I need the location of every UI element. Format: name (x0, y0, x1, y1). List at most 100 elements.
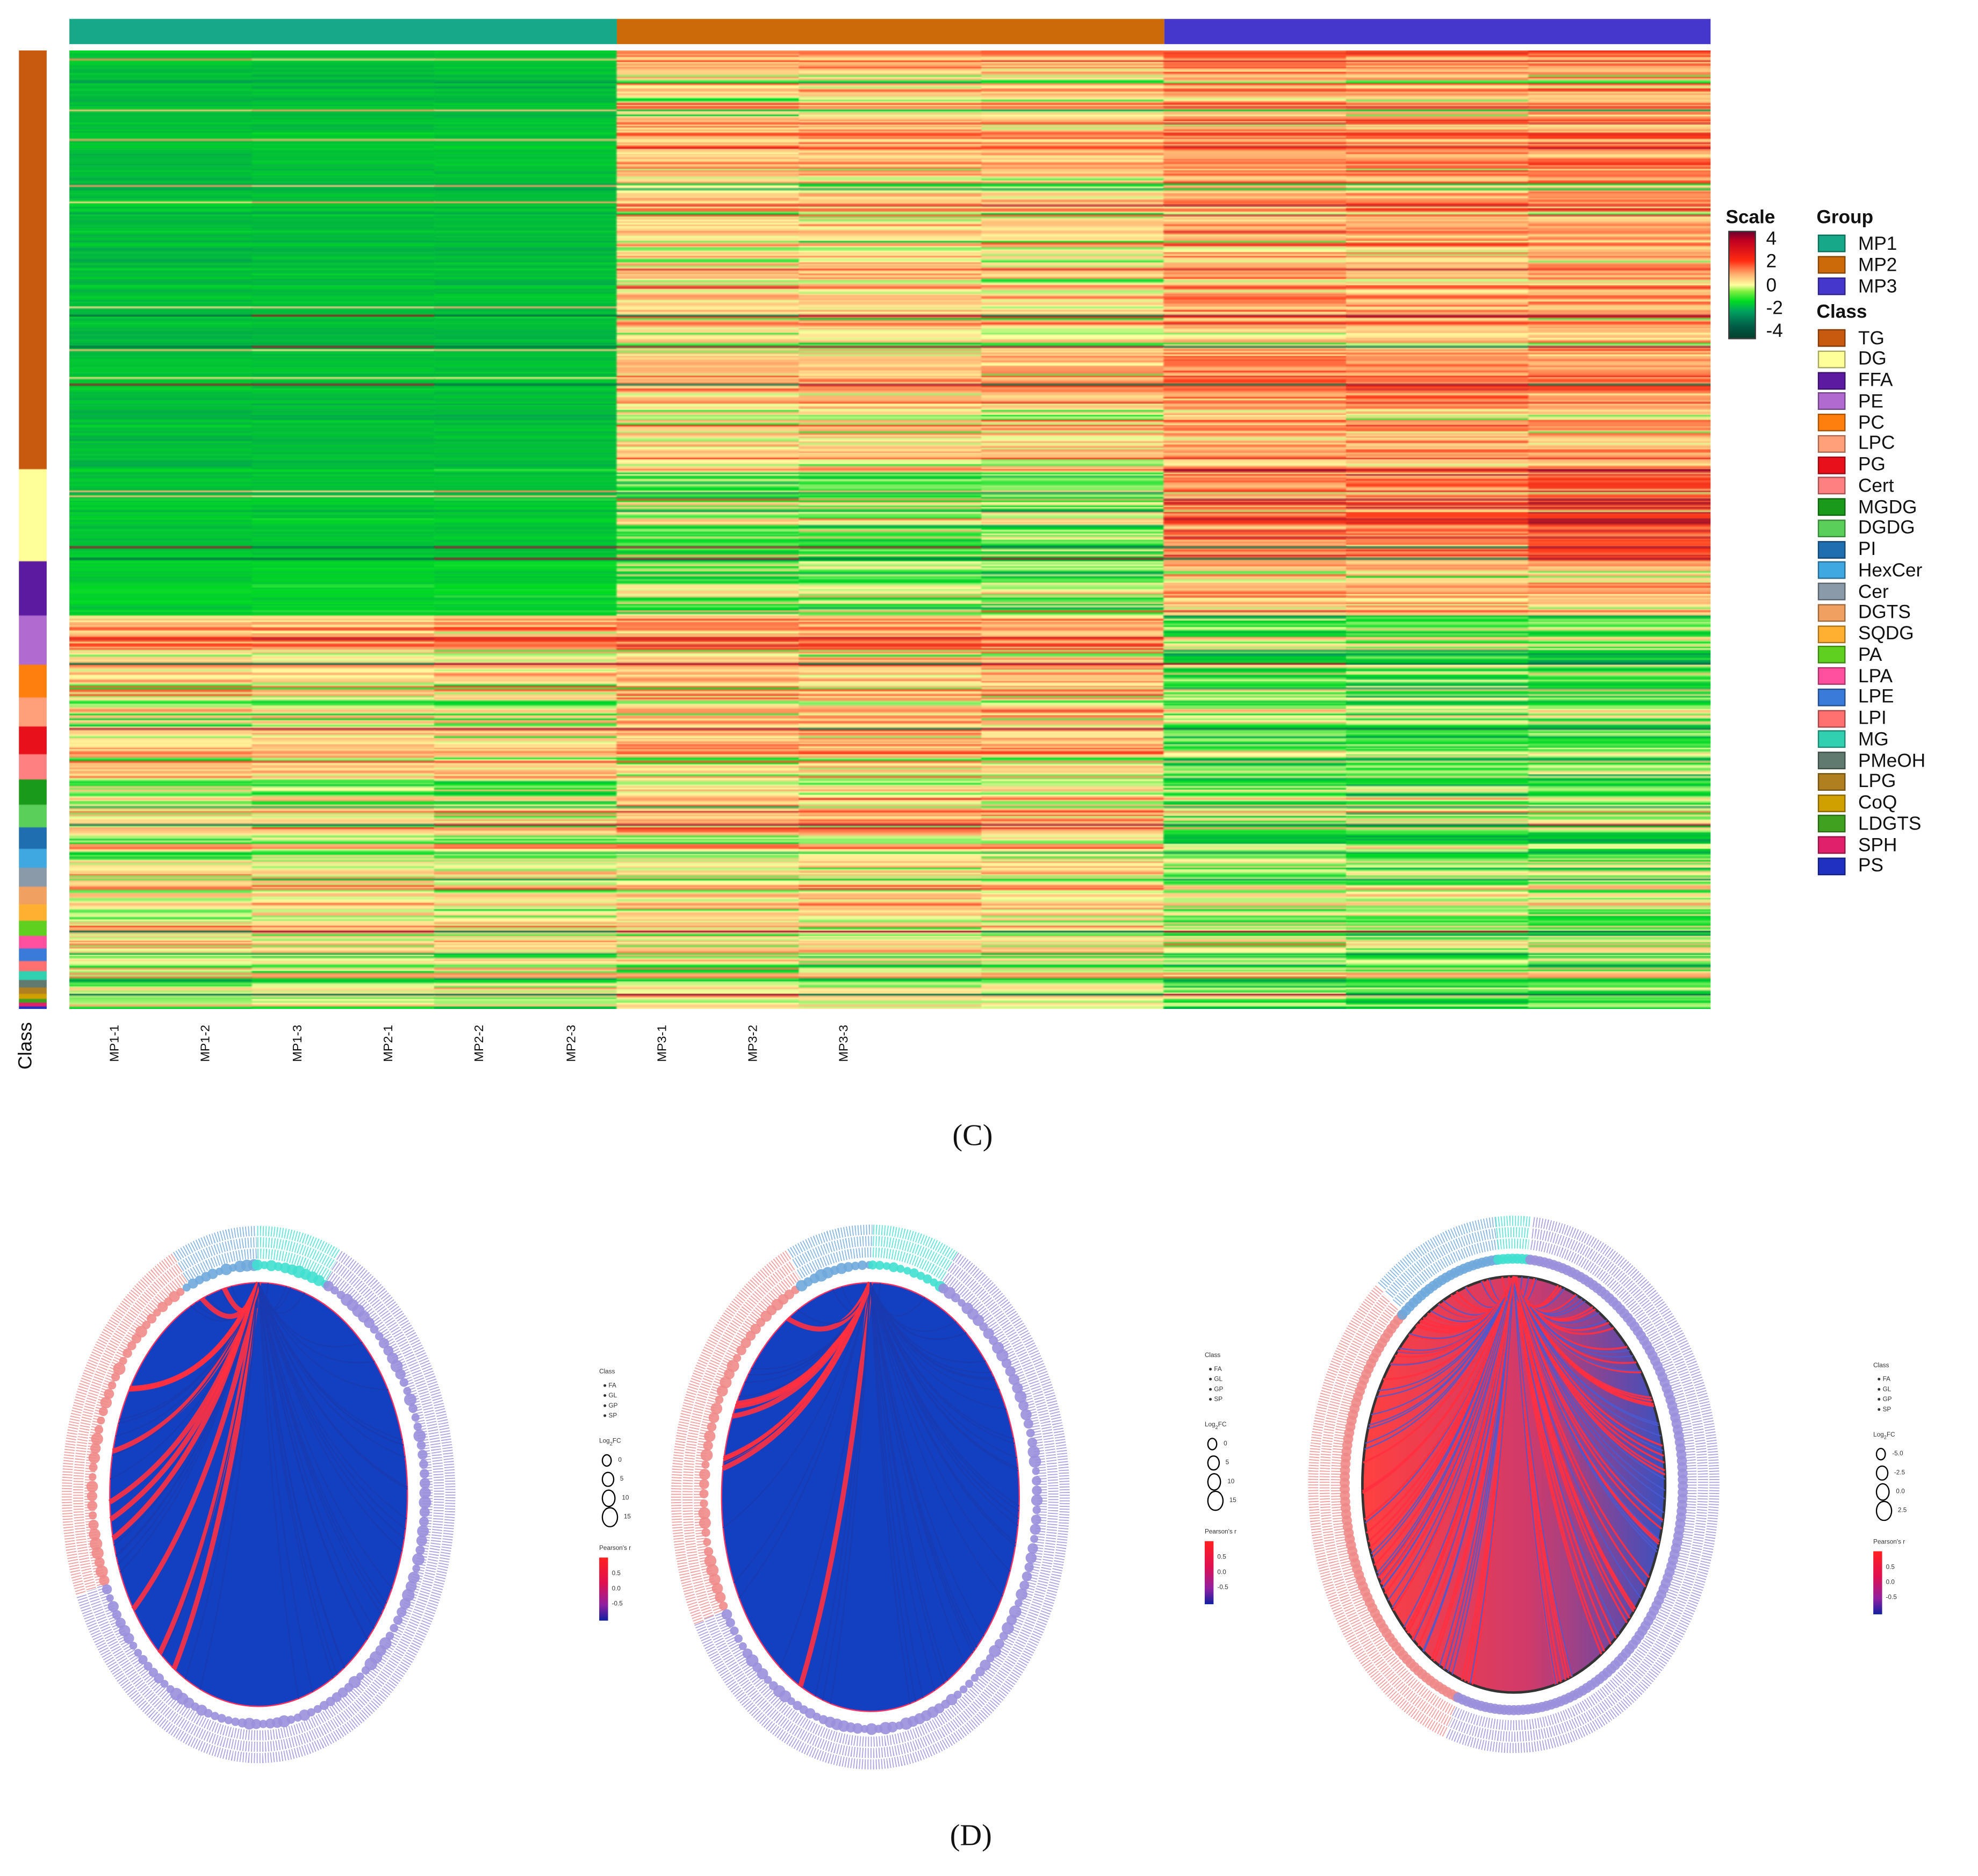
class-legend-title: Class (1816, 301, 1867, 323)
size-circle-icon (1875, 1483, 1890, 1501)
column-label: MP1-3 (291, 1024, 305, 1062)
node-dot (888, 1262, 899, 1272)
label-ring-sp (787, 1224, 873, 1258)
class-dot-icon: ● (1877, 1376, 1883, 1384)
chord-legend-pearson-title: Pearson's r (1204, 1528, 1236, 1536)
node-dot (703, 1538, 711, 1546)
chord-legend-size-item: -5.0 (1875, 1448, 1903, 1461)
node-dot (1001, 1358, 1012, 1368)
class-swatch (1817, 519, 1846, 537)
class-swatch (1817, 371, 1846, 389)
chord-link (258, 1282, 375, 1629)
class-legend-label: LPC (1858, 432, 1895, 454)
column-label: MP2-2 (473, 1024, 487, 1062)
class-legend-item: LPC (1817, 432, 1895, 454)
logfc-title-sub: 2 (609, 1440, 613, 1447)
group-bar-mp2 (616, 19, 1164, 45)
chord-legend-class-item: ● FA (603, 1382, 616, 1390)
node-dot (1020, 1409, 1032, 1420)
class-legend-item: PMeOH (1817, 750, 1925, 771)
node-dot (970, 1673, 979, 1682)
chord-link (1513, 1276, 1602, 1655)
class-legend-item: SQDG (1817, 623, 1914, 645)
node-dot (112, 1610, 122, 1620)
class-legend-item: PS (1817, 855, 1883, 877)
chord-legend-class-item: ● GL (1877, 1386, 1891, 1394)
node-dot (419, 1487, 431, 1499)
node-dot (416, 1535, 427, 1546)
chord-legend-size-item: 5 (601, 1471, 624, 1487)
class-legend-label: MG (1858, 728, 1889, 751)
chord-legend-logfc-title: Log2FC (1205, 1422, 1226, 1432)
size-circle-icon (1207, 1490, 1223, 1511)
label-ring-gl (87, 1261, 444, 1752)
size-value-label: 0 (618, 1456, 622, 1464)
chord-link (869, 1282, 956, 1332)
size-value-label: 5 (620, 1475, 624, 1483)
chord-link (1470, 1276, 1515, 1684)
logfc-title-sub: 2 (1883, 1434, 1887, 1440)
label-ring-gl (76, 1251, 456, 1763)
node-dot (1018, 1400, 1029, 1411)
label-ring-gl (704, 1262, 1059, 1758)
pearson-tick-label: -0.5 (612, 1600, 623, 1608)
chord-link (779, 1282, 871, 1668)
chord-link (1513, 1276, 1653, 1405)
label-ring-sp (797, 1247, 873, 1279)
class-legend-label: TG (1858, 327, 1885, 349)
node-dot (417, 1525, 429, 1538)
chord-link (1513, 1276, 1610, 1331)
node-dot (135, 1325, 147, 1338)
group-legend-item: MP3 (1817, 276, 1897, 297)
node-dot (98, 1406, 108, 1416)
size-circle-icon (1207, 1438, 1218, 1451)
node-dot (1030, 1535, 1039, 1543)
scale-tick-label: 0 (1766, 274, 1777, 296)
class-item-label: FA (608, 1382, 616, 1390)
class-dot-icon: ● (603, 1392, 609, 1400)
chord-legend-size-item: 0.0 (1875, 1483, 1905, 1501)
chord-link (869, 1282, 984, 1636)
column-label: MP3-2 (746, 1024, 761, 1062)
chord-link (869, 1282, 995, 1380)
class-legend-item: TG (1817, 327, 1885, 349)
node-dot (87, 1500, 98, 1511)
class-legend-item: MGDG (1817, 496, 1917, 518)
node-dot (720, 1376, 732, 1389)
node-dot (160, 1680, 169, 1688)
label-ring-sp (178, 1237, 257, 1272)
column-label: MP2-1 (382, 1024, 396, 1062)
node-dot (709, 1574, 721, 1585)
label-ring-sp (173, 1225, 257, 1261)
class-dot-icon: ● (1877, 1396, 1883, 1404)
chord-legend-class-item: ● SP (1877, 1406, 1891, 1414)
node-dot (879, 1722, 892, 1735)
node-dot (419, 1496, 431, 1509)
chord-legend-size-item: 5 (1207, 1455, 1229, 1471)
column-label: MP3-1 (656, 1024, 670, 1062)
class-item-label: FA (1882, 1376, 1890, 1384)
node-dot (866, 1723, 877, 1735)
node-dot (1030, 1524, 1041, 1535)
chord-legend-class-item: ● FA (1877, 1376, 1890, 1383)
pearson-colorbar (1204, 1541, 1214, 1605)
node-dot (868, 1260, 877, 1270)
node-dot (176, 1288, 185, 1296)
chord-legend-class-item: ● SP (603, 1412, 617, 1420)
node-dot (313, 1705, 322, 1713)
scale-colorbar (1728, 230, 1756, 340)
class-legend-label: SPH (1858, 834, 1897, 856)
node-dot (715, 1592, 726, 1603)
class-legend-label: FFA (1858, 369, 1893, 391)
class-legend-label: LDGTS (1858, 813, 1922, 835)
node-dot (127, 1341, 136, 1351)
class-swatch (1817, 603, 1846, 622)
chord-link (1513, 1276, 1612, 1645)
node-dot (123, 1348, 132, 1358)
node-dot (364, 1317, 375, 1329)
class-swatch (1817, 392, 1846, 410)
node-dot (115, 1618, 126, 1628)
class-swatch (1817, 815, 1846, 833)
class-legend-label: MGDG (1858, 496, 1917, 518)
